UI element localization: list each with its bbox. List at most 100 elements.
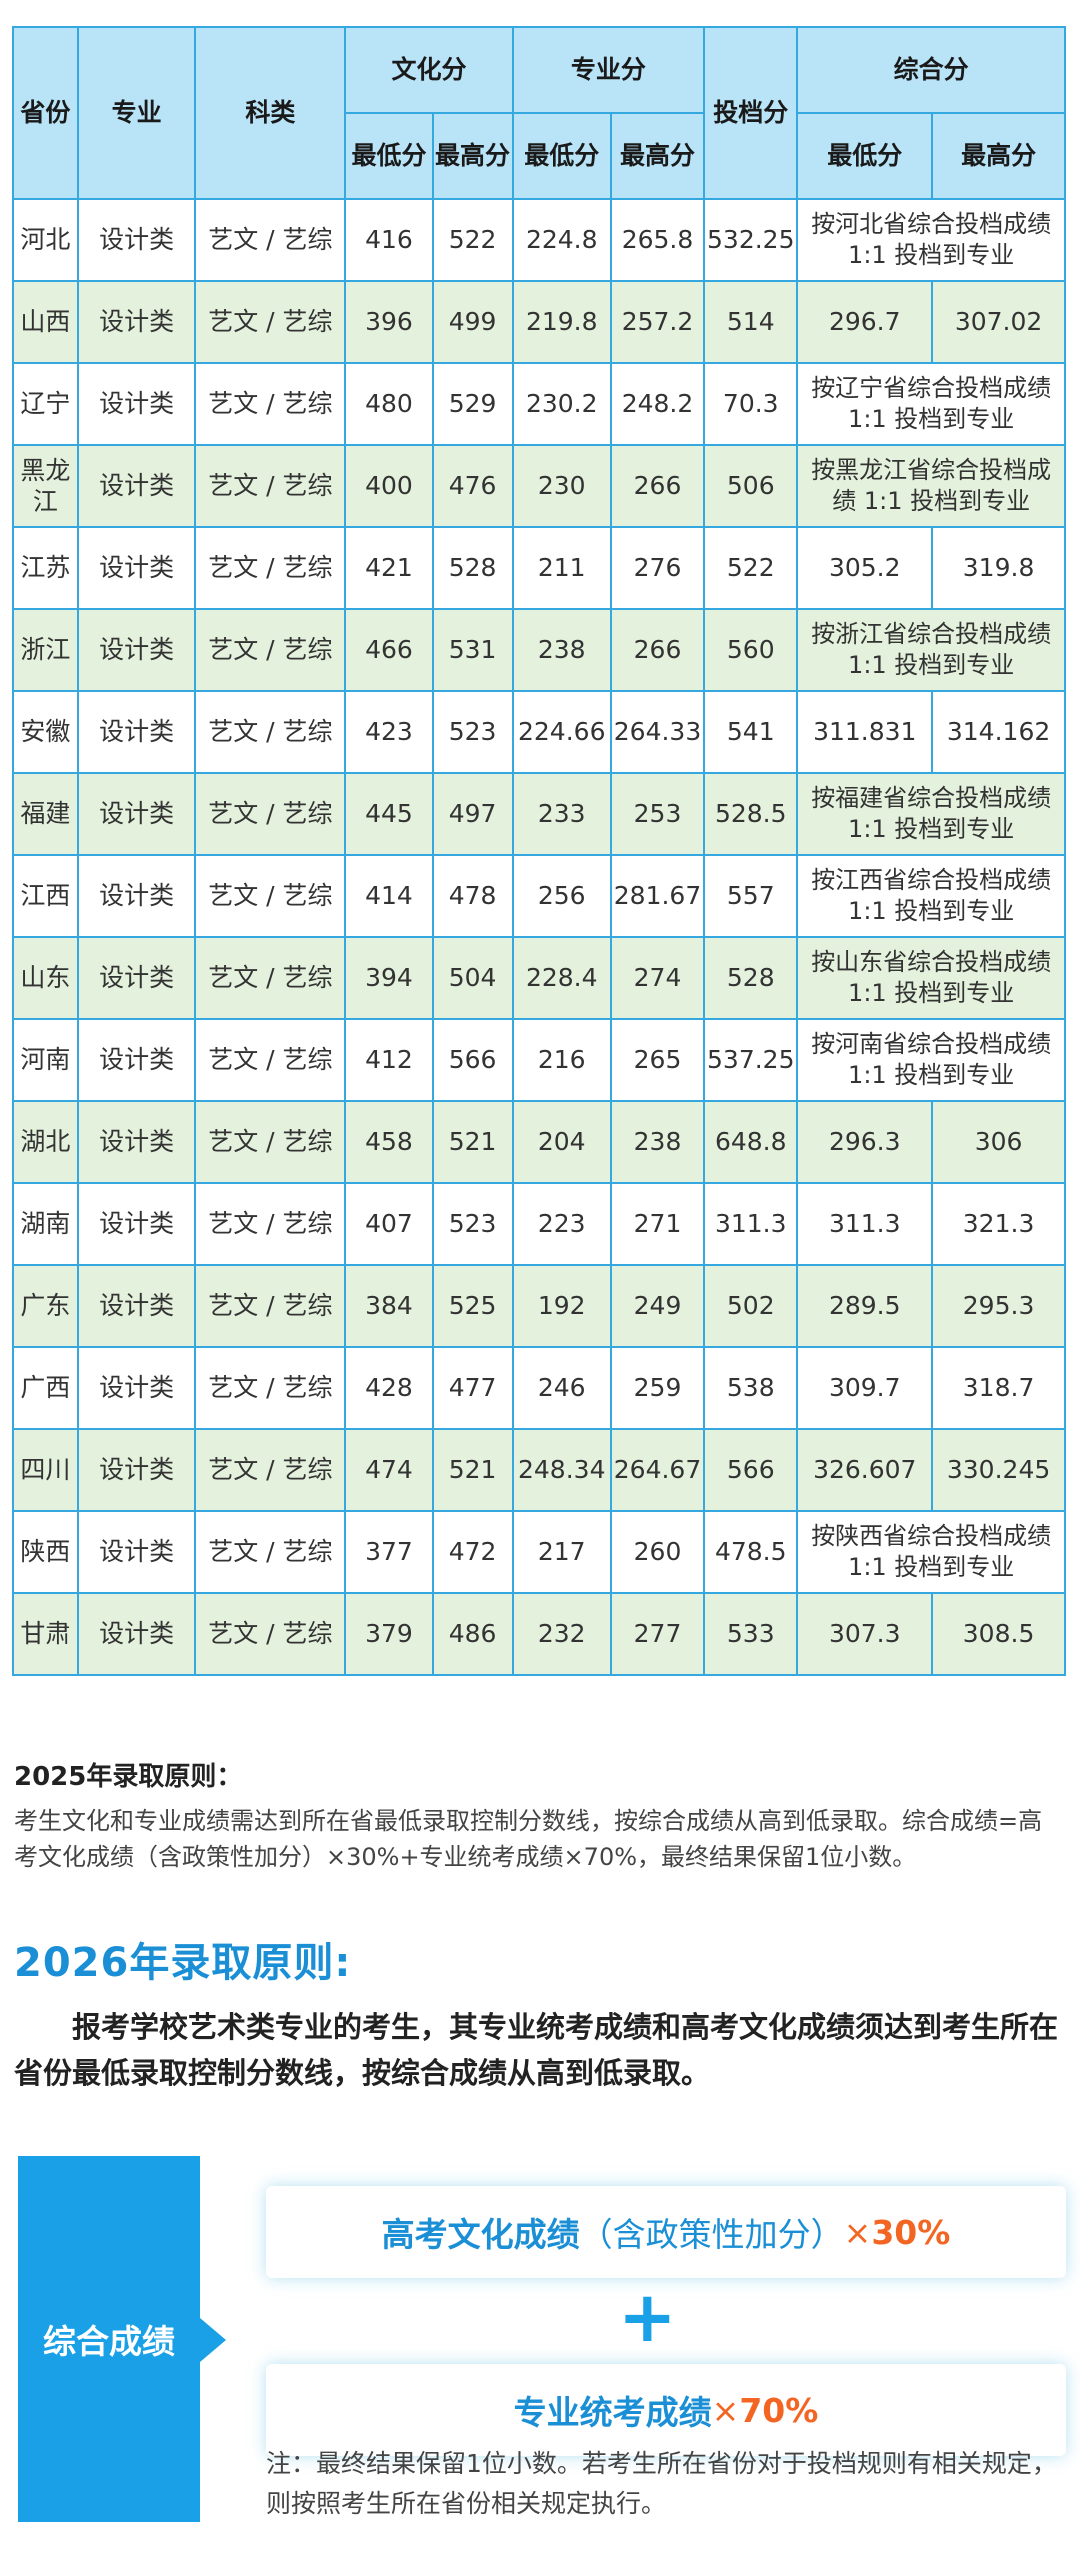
cell-major: 设计类 — [76, 280, 197, 364]
formula-term-professional: 专业统考成绩 × 70% — [266, 2364, 1066, 2456]
cell-filing-score: 538 — [703, 1346, 799, 1430]
cell-major: 设计类 — [76, 362, 197, 446]
cell-category: 艺文 / 艺综 — [194, 1018, 347, 1102]
table-row: 安徽 设计类 艺文 / 艺综 423 523 224.66 264.33 541 311.831… — [12, 690, 1066, 774]
cell-professional-max: 259 — [609, 1346, 706, 1430]
cell-category: 艺文 / 艺综 — [194, 608, 347, 692]
cell-province: 陕西 — [12, 1510, 79, 1594]
cell-composite-max: 295.3 — [931, 1264, 1066, 1348]
formula-arrow-icon — [200, 2318, 226, 2362]
cell-professional-min: 219.8 — [511, 280, 612, 364]
cell-filing-score: 514 — [703, 280, 799, 364]
cell-culture-min: 377 — [344, 1510, 434, 1594]
cell-category: 艺文 / 艺综 — [194, 1428, 347, 1512]
plus-icon: + — [618, 2276, 677, 2358]
cell-professional-min: 204 — [511, 1100, 612, 1184]
cell-culture-min: 412 — [344, 1018, 434, 1102]
cell-culture-max: 472 — [431, 1510, 514, 1594]
cell-major: 设计类 — [76, 444, 197, 528]
cell-professional-min: 246 — [511, 1346, 612, 1430]
cell-professional-min: 248.34 — [511, 1428, 612, 1512]
cell-professional-max: 265.8 — [609, 198, 706, 282]
table-row: 福建 设计类 艺文 / 艺综 445 497 233 253 528.5 按福建省综合投档成绩1… — [12, 772, 1066, 856]
cell-culture-max: 476 — [431, 444, 514, 528]
cell-major: 设计类 — [76, 1592, 197, 1676]
cell-filing-score: 522 — [703, 526, 799, 610]
admission-rule-2026: 2026年录取原则: 报考学校艺术类专业的考生，其专业统考成绩和高考文化成绩须达… — [14, 1930, 1064, 2097]
admission-rule-2025: 2025年录取原则： 考生文化和专业成绩需达到所在省最低录取控制分数线，按综合成… — [14, 1756, 1064, 1875]
cell-composite-max: 330.245 — [931, 1428, 1066, 1512]
cell-professional-max: 238 — [609, 1100, 706, 1184]
cell-culture-max: 522 — [431, 198, 514, 282]
cell-professional-min: 211 — [511, 526, 612, 610]
cell-composite-note: 按河南省综合投档成绩1:1 投档到专业 — [796, 1018, 1066, 1102]
cell-filing-score: 533 — [703, 1592, 799, 1676]
cell-culture-min: 407 — [344, 1182, 434, 1266]
cell-composite-note: 按福建省综合投档成绩1:1 投档到专业 — [796, 772, 1066, 856]
cell-composite-note: 按黑龙江省综合投档成绩 1:1 投档到专业 — [796, 444, 1066, 528]
header-culture-score: 文化分 — [344, 26, 514, 114]
cell-province: 江西 — [12, 854, 79, 938]
cell-composite-note: 按河北省综合投档成绩1:1 投档到专业 — [796, 198, 1066, 282]
cell-culture-min: 379 — [344, 1592, 434, 1676]
admission-score-table: 省份 专业 科类 文化分 专业分 投档分 综合分 最低分 最高分 最低分 最高分… — [12, 26, 1066, 1676]
cell-major: 设计类 — [76, 772, 197, 856]
header-culture-max: 最高分 — [431, 112, 514, 200]
header-professional-max: 最高分 — [609, 112, 706, 200]
rule-2025-title: 2025年录取原则： — [14, 1762, 243, 1792]
cell-filing-score: 557 — [703, 854, 799, 938]
cell-professional-max: 260 — [609, 1510, 706, 1594]
cell-category: 艺文 / 艺综 — [194, 1510, 347, 1594]
cell-professional-min: 216 — [511, 1018, 612, 1102]
cell-category: 艺文 / 艺综 — [194, 280, 347, 364]
cell-composite-max: 321.3 — [931, 1182, 1066, 1266]
cell-composite-min: 289.5 — [796, 1264, 934, 1348]
cell-culture-max: 523 — [431, 1182, 514, 1266]
cell-culture-max: 504 — [431, 936, 514, 1020]
cell-major: 设计类 — [76, 1182, 197, 1266]
cell-composite-max: 307.02 — [931, 280, 1066, 364]
cell-province: 甘肃 — [12, 1592, 79, 1676]
header-professional-score: 专业分 — [511, 26, 706, 114]
formula-note: 注：最终结果保留1位小数。若考生所在省份对于投档规则有相关规定，则按照考生所在省… — [266, 2449, 1057, 2518]
cell-major: 设计类 — [76, 1100, 197, 1184]
cell-culture-min: 474 — [344, 1428, 434, 1512]
cell-professional-min: 238 — [511, 608, 612, 692]
cell-major: 设计类 — [76, 1264, 197, 1348]
cell-province: 四川 — [12, 1428, 79, 1512]
cell-professional-min: 230 — [511, 444, 612, 528]
term2-name: 专业统考成绩 — [513, 2393, 712, 2432]
cell-culture-max: 528 — [431, 526, 514, 610]
table-row: 甘肃 设计类 艺文 / 艺综 379 486 232 277 533 307.3 308.5 — [12, 1592, 1066, 1676]
table-row: 广西 设计类 艺文 / 艺综 428 477 246 259 538 309.7 318.7 — [12, 1346, 1066, 1430]
header-culture-min: 最低分 — [344, 112, 434, 200]
table-body: 河北 设计类 艺文 / 艺综 416 522 224.8 265.8 532.25 按河北省综合… — [12, 198, 1066, 1676]
cell-composite-max: 314.162 — [931, 690, 1066, 774]
cell-composite-max: 308.5 — [931, 1592, 1066, 1676]
cell-filing-score: 532.25 — [703, 198, 799, 282]
cell-composite-min: 296.7 — [796, 280, 934, 364]
cell-culture-max: 486 — [431, 1592, 514, 1676]
cell-province: 河南 — [12, 1018, 79, 1102]
table-header: 省份 专业 科类 文化分 专业分 投档分 综合分 最低分 最高分 最低分 最高分… — [12, 26, 1066, 200]
cell-province: 福建 — [12, 772, 79, 856]
cell-culture-min: 414 — [344, 854, 434, 938]
cell-province: 安徽 — [12, 690, 79, 774]
rule-2026-title: 2026年录取原则: — [14, 1940, 352, 1986]
cell-category: 艺文 / 艺综 — [194, 936, 347, 1020]
cell-province: 广东 — [12, 1264, 79, 1348]
cell-major: 设计类 — [76, 608, 197, 692]
cell-composite-max: 319.8 — [931, 526, 1066, 610]
table-row: 河北 设计类 艺文 / 艺综 416 522 224.8 265.8 532.25 按河北省综合… — [12, 198, 1066, 282]
cell-composite-note: 按浙江省综合投档成绩1:1 投档到专业 — [796, 608, 1066, 692]
table-row: 陕西 设计类 艺文 / 艺综 377 472 217 260 478.5 按陕西省综合投档成绩1… — [12, 1510, 1066, 1594]
cell-filing-score: 311.3 — [703, 1182, 799, 1266]
cell-culture-max: 477 — [431, 1346, 514, 1430]
cell-professional-max: 264.33 — [609, 690, 706, 774]
cell-category: 艺文 / 艺综 — [194, 1346, 347, 1430]
table-row: 浙江 设计类 艺文 / 艺综 466 531 238 266 560 按浙江省综合投档成绩1:1… — [12, 608, 1066, 692]
cell-filing-score: 537.25 — [703, 1018, 799, 1102]
cell-province: 江苏 — [12, 526, 79, 610]
cell-category: 艺文 / 艺综 — [194, 1100, 347, 1184]
cell-province: 山西 — [12, 280, 79, 364]
